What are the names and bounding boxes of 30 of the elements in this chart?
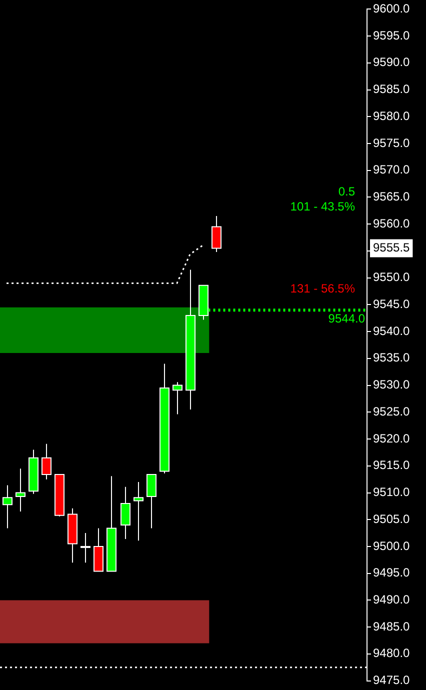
y-tick-label: 9520.0 [373,431,410,446]
y-tick-label: 9600.0 [373,2,410,16]
y-tick-label: 9525.0 [373,404,410,418]
y-tick-label: 9475.0 [373,673,410,688]
y-tick-label: 9590.0 [373,55,410,70]
y-tick-label: 9495.0 [373,566,410,580]
y-tick-label: 9500.0 [373,538,410,553]
annotation: 9555.5 [373,240,410,255]
y-tick-label: 9535.0 [373,350,410,365]
y-tick-label: 9565.0 [373,190,410,204]
annotation: 101 - 43.5% [290,199,356,214]
y-tick-label: 9505.0 [373,512,410,526]
y-tick-label: 9550.0 [373,270,410,284]
annotation: 131 - 56.5% [290,281,356,296]
y-tick-label: 9490.0 [373,592,410,607]
y-tick-label: 9560.0 [373,216,410,230]
y-tick-label: 9515.0 [373,458,410,472]
y-tick-label: 9530.0 [373,378,410,392]
y-tick-label: 9510.0 [373,485,410,500]
y-tick-label: 9480.0 [373,646,410,660]
y-tick-label: 9575.0 [373,136,410,150]
y-tick-label: 9485.0 [373,619,410,634]
y-tick-label: 9580.0 [373,108,410,123]
y-tick-label: 9540.0 [373,324,410,338]
annotation: 0.5 [338,184,356,198]
y-tick-label: 9570.0 [373,162,410,177]
y-tick-label: 9585.0 [373,82,410,96]
ref-line-label: 9544.0 [328,311,366,326]
y-tick-label: 9545.0 [373,297,410,312]
y-tick-label: 9595.0 [373,28,410,42]
